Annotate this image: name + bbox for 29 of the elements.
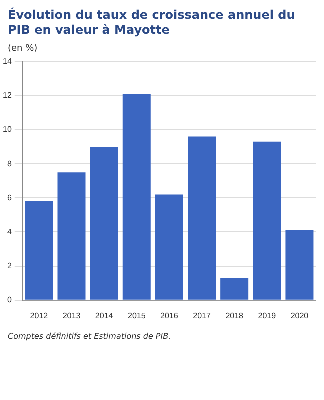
chart-title: Évolution du taux de croissance annuel du PIB en valeur à Mayotte — [7, 6, 296, 39]
x-tick-label: 2015 — [128, 311, 146, 320]
bar — [253, 142, 282, 300]
x-tick-label: 2020 — [290, 311, 310, 320]
x-tick-label: 2014 — [95, 311, 114, 320]
y-tick-label: 2 — [7, 262, 12, 271]
bar — [90, 147, 118, 300]
y-axis-title: (en %) — [7, 43, 39, 54]
bar — [188, 136, 216, 300]
y-tick-label: 12 — [2, 91, 12, 100]
x-tick-label: 2016 — [160, 311, 179, 320]
y-tick-label: 8 — [7, 159, 12, 168]
x-tick-label: 2018 — [226, 311, 244, 320]
y-tick-label: 14 — [2, 57, 12, 66]
y-tick-label: 4 — [7, 227, 12, 236]
bar — [122, 94, 151, 300]
x-tick-label: 2013 — [62, 311, 82, 320]
y-tick-label: 6 — [7, 193, 12, 202]
y-tick-label: 0 — [7, 296, 12, 305]
y-tick-label: 10 — [2, 125, 12, 134]
bar — [155, 194, 184, 300]
text: Comptes définitifs et Estimations de PIB. — [7, 331, 172, 343]
x-tick-label: 2019 — [258, 311, 277, 320]
bar — [58, 172, 86, 300]
x-tick-label: 2017 — [193, 311, 212, 320]
bar — [220, 278, 249, 300]
bar — [25, 202, 54, 300]
bar — [286, 230, 314, 300]
x-tick-label: 2012 — [30, 311, 49, 320]
